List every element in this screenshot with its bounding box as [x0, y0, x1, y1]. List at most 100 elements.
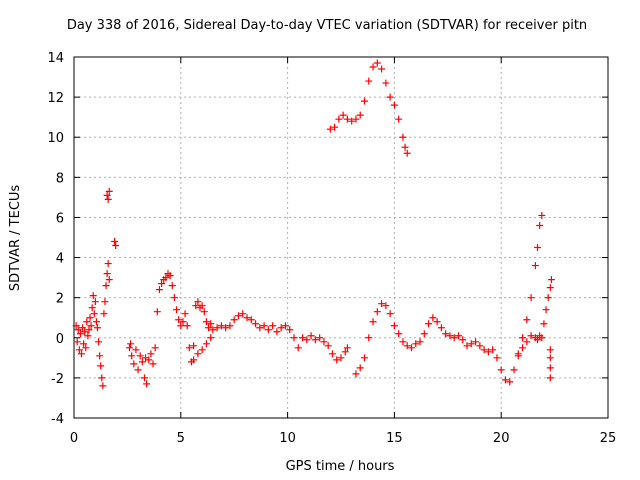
data-point — [112, 242, 120, 250]
data-point — [77, 350, 85, 358]
data-point — [74, 326, 82, 334]
data-point — [407, 344, 415, 352]
data-point — [546, 284, 554, 292]
data-point — [337, 354, 345, 362]
data-point — [194, 298, 202, 306]
data-point — [401, 143, 409, 151]
data-point — [506, 378, 514, 386]
data-point — [134, 366, 142, 374]
data-point — [348, 117, 356, 125]
data-point — [378, 300, 386, 308]
data-point — [501, 376, 509, 384]
data-point — [273, 328, 281, 336]
data-point — [459, 336, 467, 344]
x-tick-label: 0 — [70, 431, 78, 446]
data-point — [105, 187, 113, 195]
data-point — [390, 322, 398, 330]
data-point — [151, 344, 159, 352]
data-point — [260, 322, 268, 330]
data-point — [333, 356, 341, 364]
data-point — [217, 322, 225, 330]
data-point — [360, 97, 368, 105]
data-point — [519, 344, 527, 352]
data-point — [510, 366, 518, 374]
data-point — [523, 316, 531, 324]
y-tick-label: 8 — [56, 171, 64, 186]
y-tick-label: 6 — [56, 211, 64, 226]
data-point — [95, 338, 103, 346]
data-point — [294, 344, 302, 352]
data-point — [194, 350, 202, 358]
data-point — [234, 312, 242, 320]
data-point — [88, 304, 96, 312]
data-point — [534, 244, 542, 252]
data-point — [149, 360, 157, 368]
data-point — [395, 330, 403, 338]
data-point — [311, 336, 319, 344]
data-point — [207, 334, 215, 342]
data-point — [403, 149, 411, 157]
data-point — [420, 330, 428, 338]
data-point — [286, 326, 294, 334]
data-point — [128, 352, 136, 360]
data-point — [546, 364, 554, 372]
y-axis-label: SDTVAR / TECUs — [8, 185, 23, 292]
data-point — [81, 328, 89, 336]
data-point — [205, 324, 213, 332]
data-point — [399, 133, 407, 141]
data-point — [155, 286, 163, 294]
data-point — [230, 316, 238, 324]
data-point — [343, 344, 351, 352]
data-point — [147, 350, 155, 358]
data-point — [326, 125, 334, 133]
data-point — [181, 310, 189, 318]
data-point — [198, 302, 206, 310]
data-point — [320, 338, 328, 346]
data-point — [382, 302, 390, 310]
data-point — [352, 115, 360, 123]
data-point — [82, 344, 90, 352]
data-point — [105, 276, 113, 284]
data-point — [103, 270, 111, 278]
data-point — [143, 380, 151, 388]
plot-frame — [73, 56, 609, 419]
data-point — [190, 342, 198, 350]
y-tick-label: -2 — [51, 372, 64, 387]
data-point — [339, 111, 347, 119]
data-point — [126, 344, 134, 352]
data-point — [416, 338, 424, 346]
data-point — [226, 322, 234, 330]
data-point — [544, 294, 552, 302]
data-point — [153, 308, 161, 316]
data-point — [92, 318, 100, 326]
data-point — [534, 336, 542, 344]
data-point — [433, 318, 441, 326]
y-tick-label: 2 — [56, 292, 64, 307]
data-point — [390, 101, 398, 109]
data-point — [497, 366, 505, 374]
data-point — [100, 310, 108, 318]
data-point — [85, 326, 93, 334]
data-point — [484, 348, 492, 356]
data-point — [213, 324, 221, 332]
chart-grid — [74, 57, 608, 418]
data-point — [98, 374, 106, 382]
data-point — [145, 356, 153, 364]
data-point — [290, 334, 298, 342]
axis-ticks: 0 5 10 15 20 25 -4 -2 0 2 4 6 8 10 12 14 — [47, 51, 616, 446]
data-point — [96, 352, 104, 360]
data-point — [463, 342, 471, 350]
data-point — [103, 191, 111, 199]
data-point — [369, 318, 377, 326]
data-point — [378, 65, 386, 73]
data-point — [373, 59, 381, 67]
data-point — [173, 306, 181, 314]
data-point — [442, 330, 450, 338]
data-point — [386, 93, 394, 101]
data-point — [127, 340, 135, 348]
data-point — [264, 326, 272, 334]
x-tick-label: 20 — [493, 431, 510, 446]
data-point — [489, 346, 497, 354]
data-point — [72, 322, 80, 330]
data-point — [307, 332, 315, 340]
